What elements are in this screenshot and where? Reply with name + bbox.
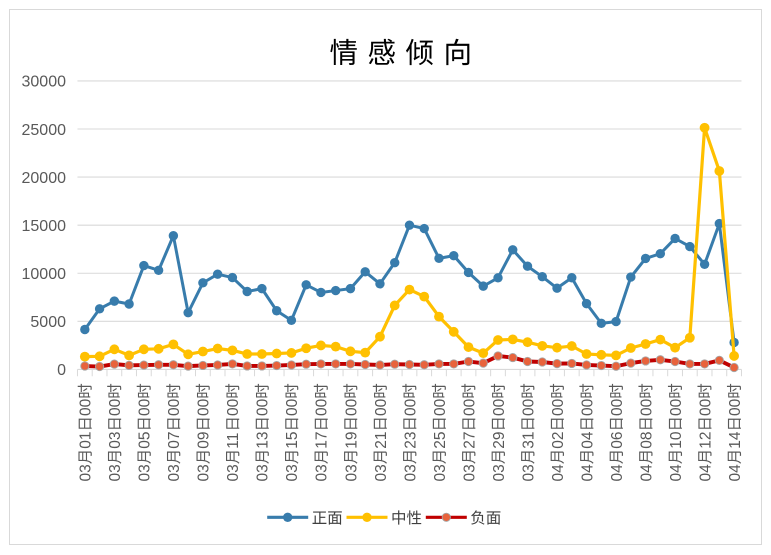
svg-text:00: 00 xyxy=(166,398,183,416)
svg-text:00: 00 xyxy=(461,398,478,416)
svg-text:04: 04 xyxy=(638,464,655,482)
svg-text:03: 03 xyxy=(107,464,124,481)
svg-text:00: 00 xyxy=(402,398,419,416)
svg-text:03: 03 xyxy=(284,464,301,481)
svg-text:03: 03 xyxy=(225,464,242,481)
svg-text:00: 00 xyxy=(314,398,331,416)
svg-text:14: 14 xyxy=(727,431,744,449)
svg-text:00: 00 xyxy=(343,398,360,416)
svg-text:00: 00 xyxy=(107,398,124,416)
svg-text:04: 04 xyxy=(697,464,714,482)
svg-text:17: 17 xyxy=(314,432,331,449)
svg-text:00: 00 xyxy=(137,398,154,416)
svg-text:00: 00 xyxy=(638,398,655,416)
svg-text:20000: 20000 xyxy=(22,170,67,187)
svg-text:21: 21 xyxy=(373,432,390,449)
svg-text:25: 25 xyxy=(432,432,449,449)
svg-text:12: 12 xyxy=(697,432,714,449)
svg-text:00: 00 xyxy=(225,398,242,416)
svg-text:00: 00 xyxy=(196,398,213,416)
svg-text:03: 03 xyxy=(314,464,331,481)
svg-text:06: 06 xyxy=(609,432,626,449)
svg-text:00: 00 xyxy=(255,398,272,416)
svg-text:23: 23 xyxy=(402,432,419,449)
svg-text:03: 03 xyxy=(402,464,419,481)
svg-text:13: 13 xyxy=(255,432,272,449)
svg-text:10: 10 xyxy=(668,431,685,449)
svg-text:05: 05 xyxy=(137,432,154,449)
svg-text:04: 04 xyxy=(550,464,567,482)
svg-text:03: 03 xyxy=(107,432,124,449)
svg-text:03: 03 xyxy=(78,464,95,481)
svg-text:03: 03 xyxy=(137,464,154,481)
svg-text:04: 04 xyxy=(668,464,685,482)
svg-text:03: 03 xyxy=(255,464,272,481)
svg-text:03: 03 xyxy=(166,464,183,481)
svg-text:03: 03 xyxy=(343,464,360,481)
svg-text:00: 00 xyxy=(727,398,744,416)
svg-text:00: 00 xyxy=(491,398,508,416)
svg-text:03: 03 xyxy=(520,464,537,481)
svg-text:00: 00 xyxy=(432,398,449,416)
svg-text:19: 19 xyxy=(343,432,360,449)
svg-text:27: 27 xyxy=(461,432,478,449)
svg-text:29: 29 xyxy=(491,432,508,449)
svg-text:15000: 15000 xyxy=(22,218,67,235)
svg-text:04: 04 xyxy=(727,464,744,482)
svg-text:00: 00 xyxy=(520,398,537,416)
svg-text:03: 03 xyxy=(373,464,390,481)
svg-text:25000: 25000 xyxy=(22,122,67,139)
svg-text:03: 03 xyxy=(461,464,478,481)
svg-text:0: 0 xyxy=(57,362,66,379)
svg-text:00: 00 xyxy=(579,398,596,416)
svg-text:10000: 10000 xyxy=(22,266,67,283)
svg-text:04: 04 xyxy=(579,431,596,449)
svg-text:15: 15 xyxy=(284,432,301,449)
svg-text:00: 00 xyxy=(284,398,301,416)
svg-text:00: 00 xyxy=(550,398,567,416)
svg-text:11: 11 xyxy=(225,433,242,449)
svg-text:09: 09 xyxy=(196,432,213,449)
svg-text:07: 07 xyxy=(166,432,183,449)
svg-text:04: 04 xyxy=(609,464,626,482)
svg-text:00: 00 xyxy=(668,398,685,416)
svg-text:02: 02 xyxy=(550,432,567,449)
svg-text:04: 04 xyxy=(579,464,596,482)
svg-text:30000: 30000 xyxy=(22,74,67,91)
svg-text:08: 08 xyxy=(638,432,655,449)
svg-text:31: 31 xyxy=(520,432,537,449)
svg-text:5000: 5000 xyxy=(30,314,66,331)
svg-text:00: 00 xyxy=(697,398,714,416)
svg-text:03: 03 xyxy=(196,464,213,481)
svg-text:00: 00 xyxy=(609,398,626,416)
svg-text:00: 00 xyxy=(78,398,95,416)
svg-text:03: 03 xyxy=(491,464,508,481)
svg-text:00: 00 xyxy=(373,398,390,416)
svg-text:01: 01 xyxy=(78,432,95,449)
svg-text:03: 03 xyxy=(432,464,449,481)
